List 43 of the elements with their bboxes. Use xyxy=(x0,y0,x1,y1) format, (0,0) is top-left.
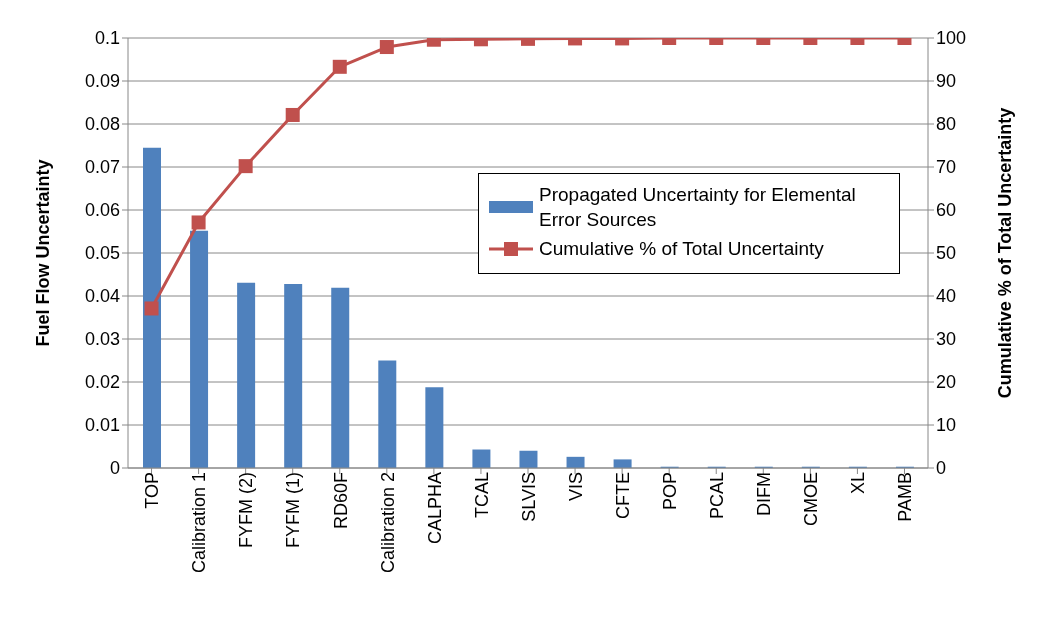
x-tick-label: XL xyxy=(848,472,869,495)
y2-tick-label: 90 xyxy=(936,71,957,92)
y2-axis-title: Cumulative % of Total Uncertainty xyxy=(995,107,1016,399)
y-tick-label: 0.05 xyxy=(84,243,120,264)
y-axis-title: Fuel Flow Uncertainty xyxy=(33,159,54,347)
y2-tick-label: 60 xyxy=(936,200,957,221)
y2-tick-label: 20 xyxy=(936,372,957,393)
x-tick-label: CFTE xyxy=(612,472,633,519)
x-tick-label: CMOE xyxy=(801,472,822,526)
y2-tick-label: 100 xyxy=(936,28,967,49)
y2-tick-label: 70 xyxy=(936,157,957,178)
x-tick-label: TCAL xyxy=(471,472,492,519)
y-tick-label: 0.09 xyxy=(84,71,120,92)
x-tick-label: Calibration 2 xyxy=(377,472,398,574)
legend-label: Propagated Uncertainty for Elemental Error Sources xyxy=(539,183,857,232)
x-tick-label: FYFM (1) xyxy=(283,472,304,548)
y2-tick-label: 0 xyxy=(936,458,947,479)
x-tick-label: Calibration 1 xyxy=(189,472,210,574)
y-tick-label: 0.07 xyxy=(84,157,120,178)
x-tick-label: VIS xyxy=(565,472,586,502)
y-tick-label: 0.1 xyxy=(94,28,120,49)
x-tick-label: FYFM (2) xyxy=(236,472,257,548)
y-tick-label: 0 xyxy=(109,458,120,479)
x-tick-label: SLVIS xyxy=(518,472,539,522)
y-tick-label: 0.03 xyxy=(84,329,120,350)
y2-tick-label: 80 xyxy=(936,114,957,135)
y-tick-label: 0.06 xyxy=(84,200,120,221)
y-tick-label: 0.08 xyxy=(84,114,120,135)
y-tick-label: 0.01 xyxy=(84,415,120,436)
x-tick-label: PAMB xyxy=(895,472,916,522)
x-tick-label: RD60F xyxy=(330,472,351,530)
x-tick-label: POP xyxy=(659,472,680,511)
x-tick-label: CALPHA xyxy=(424,472,445,545)
x-tick-label: PCAL xyxy=(707,472,728,520)
legend-label: Cumulative % of Total Uncertainty xyxy=(539,237,824,261)
y-tick-label: 0.02 xyxy=(84,372,120,393)
y-tick-label: 0.04 xyxy=(84,286,120,307)
y2-tick-label: 10 xyxy=(936,415,957,436)
x-tick-label: TOP xyxy=(142,472,163,509)
x-tick-label: DIFM xyxy=(754,472,775,516)
y2-tick-label: 30 xyxy=(936,329,957,350)
y2-tick-label: 50 xyxy=(936,243,957,264)
y2-tick-label: 40 xyxy=(936,286,957,307)
